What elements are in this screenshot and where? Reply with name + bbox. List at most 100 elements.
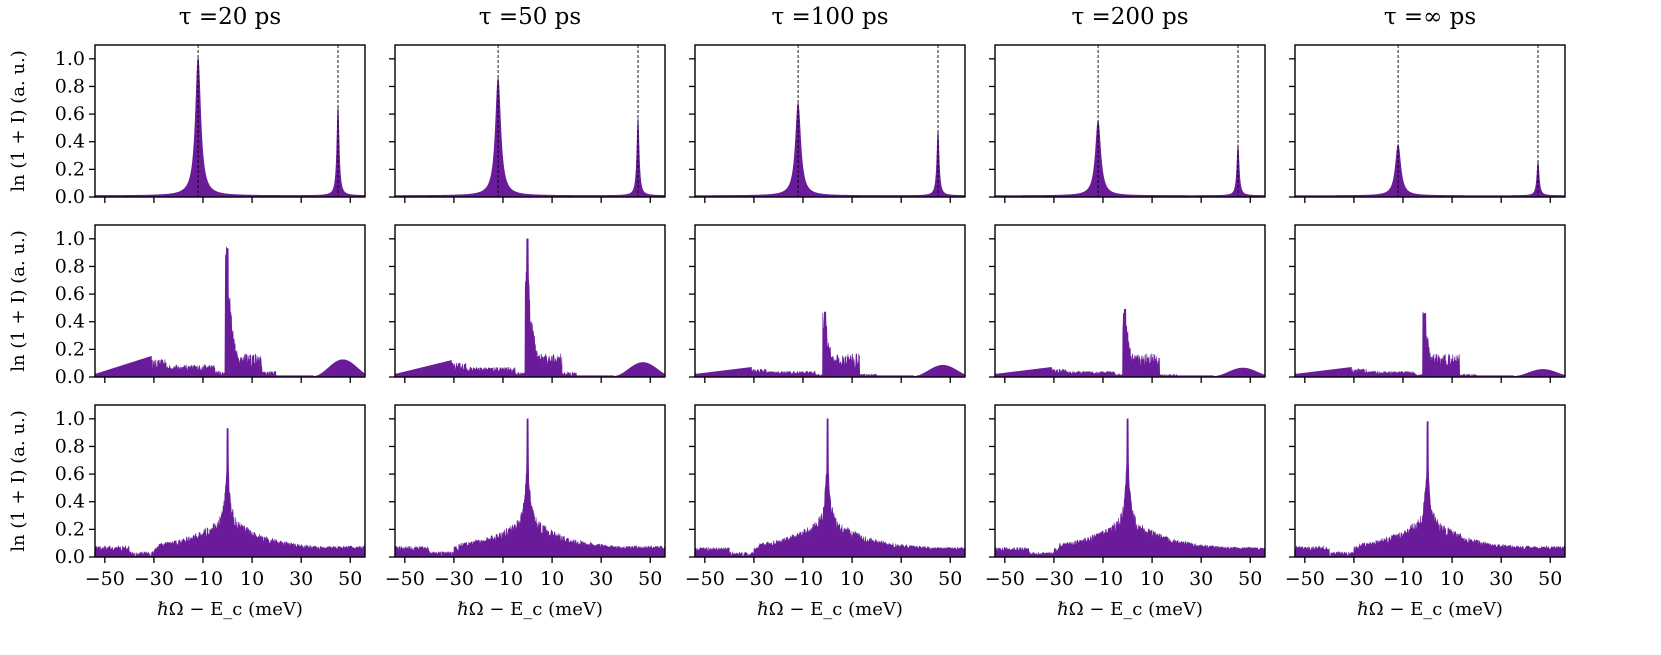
panel-r3-c1: 0.0 0.2 0.4 0.6 0.8 1.0 −50 −30 −10 10 30 50 ℏΩ − E_… xyxy=(8,404,366,620)
panel-r2-c5 xyxy=(1289,224,1566,383)
panel-r3-c2: −50 −30 −10 10 30 50 ℏΩ − E_c (meV) xyxy=(385,404,666,620)
y-tick-label: 0.4 xyxy=(55,131,85,153)
spectrum-area xyxy=(694,311,966,379)
panel-frame xyxy=(994,44,1266,198)
y-tick-label: 0.4 xyxy=(55,311,85,333)
panel-r1-c3 xyxy=(689,44,966,203)
spectrum-area xyxy=(394,418,666,558)
panel-r1-c2 xyxy=(389,44,666,203)
y-tick-label: 1.0 xyxy=(55,228,85,250)
x-tick-label: 50 xyxy=(938,568,962,590)
y-tick-label: 0.2 xyxy=(55,158,85,180)
spectrum-area xyxy=(1294,311,1566,378)
x-tick-label: −30 xyxy=(734,568,774,590)
y-tick-label: 0.2 xyxy=(55,518,85,540)
x-tick-label: −50 xyxy=(685,568,725,590)
panel-r1-c1: 0.0 0.2 0.4 0.6 0.8 1.0 ln (1 + I) (a. u.) xyxy=(8,44,366,208)
column-title-4: τ =200 ps xyxy=(1071,4,1188,30)
spectrum-area xyxy=(1294,421,1566,558)
y-tick-label: 0.2 xyxy=(55,338,85,360)
x-axis-label: ℏΩ − E_c (meV) xyxy=(757,599,903,620)
panel-frame xyxy=(694,44,966,198)
x-tick-label: 10 xyxy=(1140,568,1164,590)
x-tick-label: 50 xyxy=(1538,568,1562,590)
panel-r3-c3: −50 −30 −10 10 30 50 ℏΩ − E_c (meV) xyxy=(685,404,966,620)
panel-frame xyxy=(694,224,966,378)
panel-frame xyxy=(394,404,666,558)
x-tick-label: −30 xyxy=(134,568,174,590)
spectrum-area xyxy=(994,120,1266,198)
y-tick-label: 1.0 xyxy=(55,408,85,430)
x-tick-label: −10 xyxy=(1083,568,1123,590)
panel-frame xyxy=(694,404,966,558)
spectrum-area xyxy=(94,56,366,198)
y-axis-label: ln (1 + I) (a. u.) xyxy=(8,50,29,191)
y-tick-label: 1.0 xyxy=(55,48,85,70)
x-tick-label: −30 xyxy=(1034,568,1074,590)
x-tick-label: 30 xyxy=(289,568,313,590)
x-tick-label: −10 xyxy=(183,568,223,590)
y-tick-label: 0.0 xyxy=(55,546,85,568)
panel-frame xyxy=(94,44,366,198)
panel-frame xyxy=(94,224,366,378)
column-title-1: τ =20 ps xyxy=(179,4,281,30)
x-tick-label: 30 xyxy=(1489,568,1513,590)
x-axis-label: ℏΩ − E_c (meV) xyxy=(457,599,603,620)
x-tick-label: −10 xyxy=(1383,568,1423,590)
x-tick-label: 50 xyxy=(1238,568,1262,590)
x-axis-label: ℏΩ − E_c (meV) xyxy=(1357,599,1503,620)
x-axis-label: ℏΩ − E_c (meV) xyxy=(157,599,303,620)
y-axis-label: ln (1 + I) (a. u.) xyxy=(8,410,29,551)
panel-r2-c1: 0.0 0.2 0.4 0.6 0.8 1.0 ln (1 + I) (a. u.) xyxy=(8,224,366,388)
column-title-2: τ =50 ps xyxy=(479,4,581,30)
panel-frame xyxy=(394,44,666,198)
x-tick-label: 10 xyxy=(840,568,864,590)
panel-r2-c2 xyxy=(389,224,666,383)
x-tick-label: −50 xyxy=(385,568,425,590)
y-tick-label: 0.8 xyxy=(55,255,85,277)
spectrum-area xyxy=(694,102,966,198)
y-axis-label: ln (1 + I) (a. u.) xyxy=(8,230,29,371)
x-tick-label: −50 xyxy=(985,568,1025,590)
panel-frame xyxy=(994,404,1266,558)
y-tick-label: 0.8 xyxy=(55,75,85,97)
spectrum-area xyxy=(994,418,1266,558)
spectrum-area xyxy=(694,418,966,558)
y-tick-label: 0.4 xyxy=(55,491,85,513)
spectrum-area xyxy=(394,77,666,198)
x-tick-label: −50 xyxy=(1285,568,1325,590)
x-tick-label: 10 xyxy=(540,568,564,590)
x-axis-label: ℏΩ − E_c (meV) xyxy=(1057,599,1203,620)
spectrum-area xyxy=(1294,144,1566,198)
column-title-5: τ =∞ ps xyxy=(1384,4,1476,30)
x-tick-label: 50 xyxy=(638,568,662,590)
panel-frame xyxy=(394,224,666,378)
x-tick-label: −10 xyxy=(483,568,523,590)
panel-r2-c4 xyxy=(989,224,1266,383)
panel-r1-c4 xyxy=(989,44,1266,203)
y-tick-label: 0.6 xyxy=(55,463,85,485)
spectrum-area xyxy=(94,428,366,558)
panel-r1-c5 xyxy=(1289,44,1566,203)
y-tick-label: 0.6 xyxy=(55,103,85,125)
column-title-3: τ =100 ps xyxy=(771,4,888,30)
x-tick-label: 30 xyxy=(889,568,913,590)
x-tick-label: 50 xyxy=(338,568,362,590)
panel-r3-c5: −50 −30 −10 10 30 50 ℏΩ − E_c (meV) xyxy=(1285,404,1566,620)
panel-frame xyxy=(994,224,1266,378)
x-tick-label: −30 xyxy=(1334,568,1374,590)
panel-frame xyxy=(1294,44,1566,198)
panel-frame xyxy=(94,404,366,558)
y-tick-label: 0.6 xyxy=(55,283,85,305)
x-tick-label: −50 xyxy=(85,568,125,590)
spectrum-area xyxy=(994,308,1266,378)
spectrum-area xyxy=(94,246,366,378)
panel-frame xyxy=(1294,224,1566,378)
x-tick-label: 10 xyxy=(240,568,264,590)
x-tick-label: 10 xyxy=(1440,568,1464,590)
x-tick-label: 30 xyxy=(1189,568,1213,590)
spectrum-area xyxy=(394,238,666,378)
panel-frame xyxy=(1294,404,1566,558)
panel-r3-c4: −50 −30 −10 10 30 50 ℏΩ − E_c (meV) xyxy=(985,404,1266,620)
